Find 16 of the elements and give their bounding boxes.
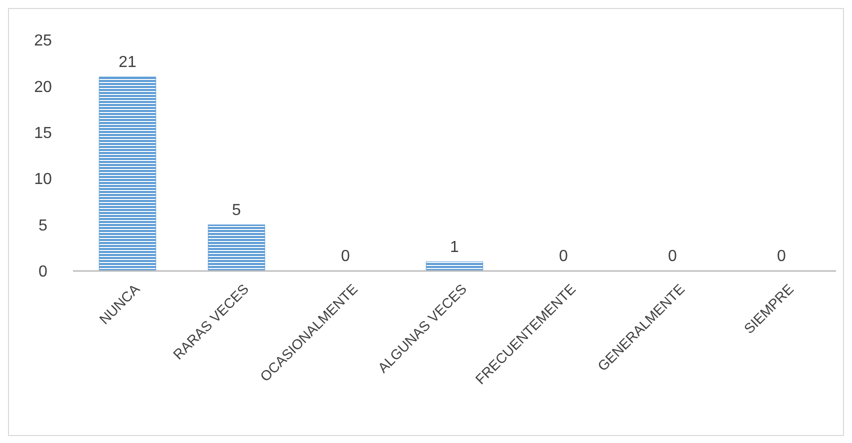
data-label: 21 [118, 54, 136, 71]
y-tick-label: 10 [34, 171, 52, 188]
y-tick-label: 5 [38, 217, 48, 234]
bar [98, 76, 156, 272]
y-tick-label: 15 [34, 125, 52, 142]
data-label: 0 [559, 248, 568, 265]
data-label: 0 [777, 248, 786, 265]
bar [208, 224, 266, 272]
y-tick-label: 25 [34, 32, 52, 50]
y-tick-label: 20 [34, 78, 52, 96]
data-label: 1 [450, 238, 460, 256]
data-label: 0 [668, 248, 678, 265]
bar [426, 262, 484, 272]
data-label: 0 [341, 248, 350, 265]
y-tick-label: 0 [38, 264, 48, 281]
data-label: 5 [232, 202, 242, 219]
